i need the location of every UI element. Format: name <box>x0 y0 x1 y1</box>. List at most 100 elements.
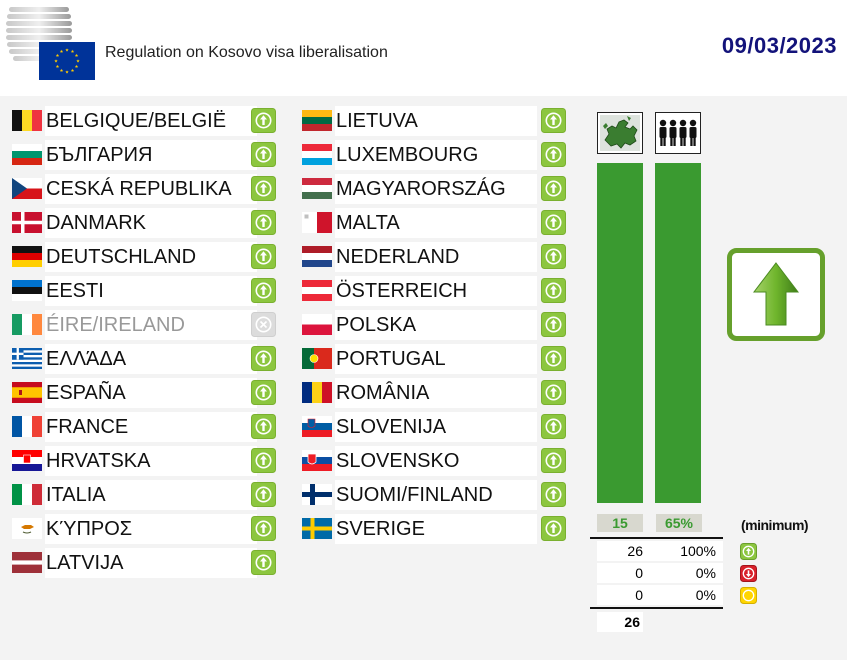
country-row-portugal: PORTUGAL <box>302 344 566 374</box>
vote-yes-icon <box>541 414 566 439</box>
country-row-italy: ITALIA <box>12 480 276 510</box>
netherlands-flag-icon <box>302 246 332 267</box>
country-name: EESTI <box>45 276 257 306</box>
vote-absent-icon <box>251 312 276 337</box>
croatia-flag-icon <box>12 450 42 471</box>
country-name: ΚΎΠΡΟΣ <box>45 514 257 544</box>
country-name: DANMARK <box>45 208 257 238</box>
latvia-flag-icon <box>12 552 42 573</box>
vote-yes-icon <box>541 108 566 133</box>
czechia-flag-icon <box>12 178 42 199</box>
vote-yes-icon <box>740 543 757 560</box>
country-row-estonia: EESTI <box>12 276 276 306</box>
austria-flag-icon <box>302 280 332 301</box>
vote-yes-icon <box>541 312 566 337</box>
no-count: 0 <box>635 565 643 581</box>
vote-yes-icon <box>251 550 276 575</box>
vote-yes-icon <box>251 176 276 201</box>
vote-yes-icon <box>541 516 566 541</box>
vote-date: 09/03/2023 <box>721 33 837 58</box>
country-row-denmark: DANMARK <box>12 208 276 238</box>
country-name: BELGIQUE/BELGIË <box>45 106 257 136</box>
yes-percentage: 100% <box>680 543 716 559</box>
vote-yes-icon <box>541 278 566 303</box>
country-name: LUXEMBOURG <box>335 140 537 170</box>
countries-threshold: 15 <box>597 514 643 532</box>
country-name: ÖSTERREICH <box>335 276 537 306</box>
malta-flag-icon <box>302 212 332 233</box>
country-row-belgium: BELGIQUE/BELGIË <box>12 106 276 136</box>
country-row-croatia: HRVATSKA <box>12 446 276 476</box>
luxembourg-flag-icon <box>302 144 332 165</box>
population-majority-bar <box>655 163 701 503</box>
country-name: SLOVENSKO <box>335 446 537 476</box>
country-name: LIETUVA <box>335 106 537 136</box>
tally-top-rule <box>590 537 723 539</box>
vote-yes-icon <box>541 176 566 201</box>
no-percentage: 0% <box>695 565 716 581</box>
country-name: БЪЛГАРИЯ <box>45 140 257 170</box>
country-row-romania: ROMÂNIA <box>302 378 566 408</box>
country-name: HRVATSKA <box>45 446 257 476</box>
country-name: MAGYARORSZÁG <box>335 174 537 204</box>
country-row-slovenia: SLOVENIJA <box>302 412 566 442</box>
vote-yes-icon <box>541 482 566 507</box>
vote-yes-icon <box>251 346 276 371</box>
yes-count: 26 <box>627 543 643 559</box>
country-row-slovakia: SLOVENSKO <box>302 446 566 476</box>
country-name: ESPAÑA <box>45 378 257 408</box>
country-name: NEDERLAND <box>335 242 537 272</box>
vote-abstain-icon <box>740 587 757 604</box>
abstain-percentage: 0% <box>695 587 716 603</box>
vote-yes-icon <box>251 414 276 439</box>
country-name: LATVIJA <box>45 548 257 578</box>
country-row-spain: ESPAÑA <box>12 378 276 408</box>
vote-yes-icon <box>251 380 276 405</box>
country-name: SUOMI/FINLAND <box>335 480 537 510</box>
country-row-latvia: LATVIJA <box>12 548 276 578</box>
cyprus-flag-icon <box>12 518 42 539</box>
tally-bottom-rule <box>590 607 723 609</box>
vote-yes-icon <box>251 210 276 235</box>
header: Regulation on Kosovo visa liberalisation… <box>0 0 847 96</box>
member-states-map-icon <box>597 112 643 154</box>
vote-yes-icon <box>251 516 276 541</box>
country-row-sweden: SVERIGE <box>302 514 566 544</box>
country-row-poland: POLSKA <box>302 310 566 340</box>
country-name: SVERIGE <box>335 514 537 544</box>
slovenia-flag-icon <box>302 416 332 437</box>
country-name: ITALIA <box>45 480 257 510</box>
country-name: ROMÂNIA <box>335 378 537 408</box>
regulation-title: Regulation on Kosovo visa liberalisation <box>105 44 388 61</box>
country-row-netherlands: NEDERLAND <box>302 242 566 272</box>
vote-yes-icon <box>541 380 566 405</box>
vote-yes-icon <box>251 278 276 303</box>
abstain-count: 0 <box>635 587 643 603</box>
country-name: ΕΛΛΆΔΑ <box>45 344 257 374</box>
country-row-bulgaria: БЪЛГАРИЯ <box>12 140 276 170</box>
vote-yes-icon <box>541 346 566 371</box>
country-row-czechia: CESKÁ REPUBLIKA <box>12 174 276 204</box>
eu-flag-icon <box>39 42 95 80</box>
estonia-flag-icon <box>12 280 42 301</box>
vote-yes-icon <box>251 448 276 473</box>
vote-yes-icon <box>251 142 276 167</box>
country-row-finland: SUOMI/FINLAND <box>302 480 566 510</box>
country-name: PORTUGAL <box>335 344 537 374</box>
country-name: CESKÁ REPUBLIKA <box>45 174 257 204</box>
country-row-hungary: MAGYARORSZÁG <box>302 174 566 204</box>
vote-yes-icon <box>251 482 276 507</box>
vote-yes-icon <box>541 448 566 473</box>
lithuania-flag-icon <box>302 110 332 131</box>
country-name: ÉIRE/IRELAND <box>45 310 257 340</box>
adopted-up-arrow-icon <box>727 248 825 341</box>
poland-flag-icon <box>302 314 332 335</box>
country-row-malta: MALTA <box>302 208 566 238</box>
sweden-flag-icon <box>302 518 332 539</box>
vote-yes-icon <box>541 142 566 167</box>
romania-flag-icon <box>302 382 332 403</box>
slovakia-flag-icon <box>302 450 332 471</box>
tally-row-yes: 26 100% <box>590 540 757 562</box>
population-threshold: 65% <box>656 514 702 532</box>
country-row-austria: ÖSTERREICH <box>302 276 566 306</box>
